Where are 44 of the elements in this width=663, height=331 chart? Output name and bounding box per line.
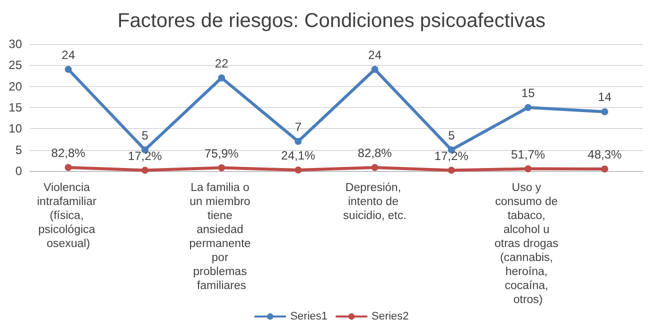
data-label: 17,2% bbox=[434, 148, 469, 163]
point bbox=[524, 104, 532, 111]
data-label: 51,7% bbox=[511, 147, 546, 162]
y-tick-label: 5 bbox=[15, 142, 22, 157]
data-label: 22 bbox=[214, 56, 229, 70]
x-tick-label: Violencia intrafamiliar (física, psicológica osexual) bbox=[36, 182, 100, 250]
point bbox=[64, 164, 72, 171]
point bbox=[601, 108, 608, 116]
data-label: 24 bbox=[368, 48, 382, 62]
data-label: 24,1% bbox=[281, 148, 316, 162]
data-label: 7 bbox=[294, 120, 302, 134]
y-tick-label: 30 bbox=[8, 37, 22, 51]
data-label: 17,2% bbox=[128, 148, 162, 163]
point bbox=[218, 164, 226, 172]
point bbox=[371, 164, 378, 171]
y-tick-label: 0 bbox=[15, 164, 22, 178]
point bbox=[218, 74, 226, 82]
x-tick-label: La familia o un miembro tiene ansiedad permanente por problemas familiares bbox=[189, 182, 254, 292]
legend-label: Series2 bbox=[372, 310, 409, 322]
point bbox=[524, 165, 532, 172]
point bbox=[448, 166, 455, 174]
category-label: Uso y consumo de tabaco, alcohol u otras drogas (cannabis, heroína, cocaína, otros) bbox=[494, 182, 558, 306]
point bbox=[141, 166, 148, 174]
y-tick-label: 10 bbox=[8, 122, 22, 136]
legend-label: Series1 bbox=[290, 310, 328, 322]
data-label: 82,8% bbox=[358, 146, 392, 160]
data-label: 5 bbox=[448, 128, 456, 142]
data-label: 48,3% bbox=[588, 147, 622, 162]
data-label: 15 bbox=[521, 86, 536, 100]
data-label: 14 bbox=[598, 90, 612, 104]
point bbox=[601, 165, 608, 172]
point bbox=[64, 66, 72, 73]
data-label: 82,8% bbox=[51, 146, 86, 160]
chart-title: Factores de riesgos: Condiciones psicoafectivas bbox=[118, 10, 546, 32]
point bbox=[371, 66, 378, 73]
data-label: 24 bbox=[62, 48, 76, 62]
point bbox=[294, 166, 302, 174]
x-tick-label: Depresión, intento de suicidio, etc. bbox=[343, 182, 406, 222]
y-tick-label: 15 bbox=[8, 100, 22, 114]
data-label: 75,9% bbox=[204, 146, 239, 160]
y-tick-label: 20 bbox=[8, 79, 22, 94]
point bbox=[294, 138, 302, 145]
data-label: 5 bbox=[142, 128, 149, 142]
y-tick-label: 25 bbox=[8, 58, 22, 72]
